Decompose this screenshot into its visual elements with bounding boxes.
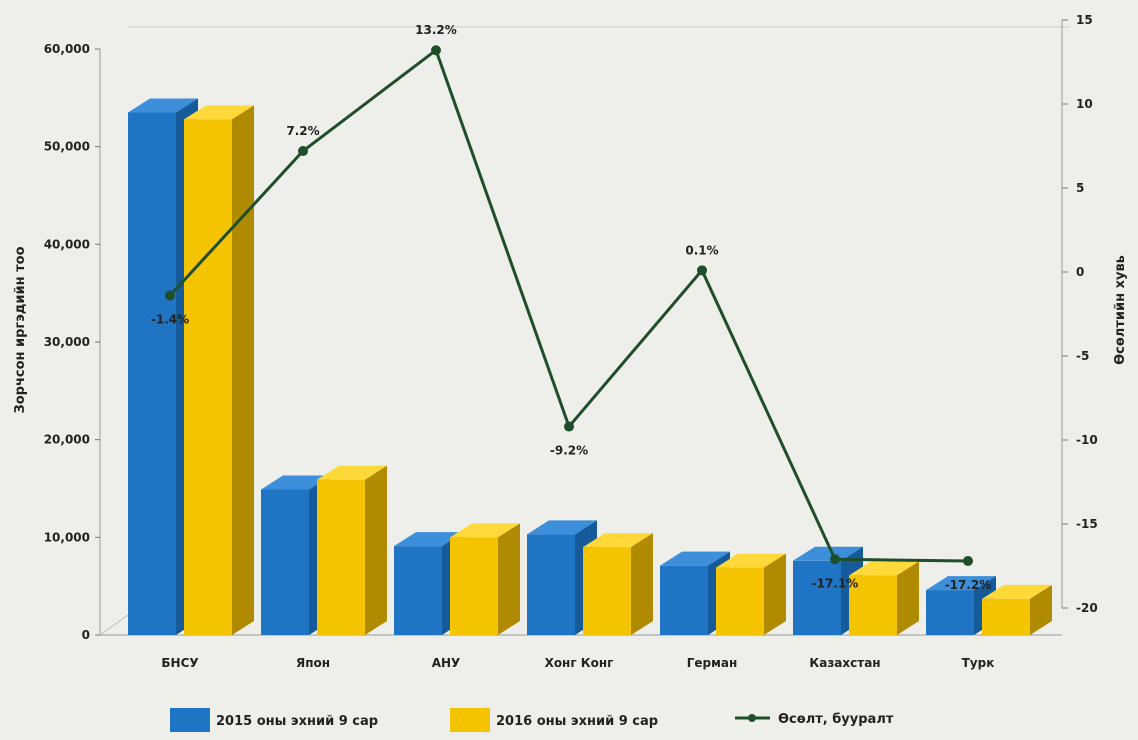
line-layer [165, 45, 973, 566]
bar-front-2015 [527, 534, 575, 635]
bar-side-2016 [232, 105, 254, 635]
growth-point [830, 554, 840, 565]
growth-point [697, 265, 707, 276]
labels-layer: БНСУ Япон АНУ Хонг Конг Герман Казахстан Турк -… [151, 23, 995, 670]
x-tick-label: АНУ [432, 656, 461, 670]
growth-data-label: -9.2% [550, 444, 588, 458]
growth-data-label: -17.1% [812, 576, 859, 590]
y-tick-label: 60,000 [44, 42, 90, 56]
y-tick-label: 30,000 [44, 335, 90, 349]
floor-edge-left [99, 614, 129, 636]
x-tick-label: БНСУ [161, 656, 198, 670]
bar-top-2016 [583, 533, 653, 548]
y-tick-label: 0 [82, 628, 90, 642]
bar-top-2016 [184, 105, 254, 120]
bar-side-2016 [498, 523, 520, 635]
y-tick-label: 20,000 [44, 433, 90, 447]
bar-top-2015 [527, 520, 597, 535]
y-right-tick-label: 10 [1076, 97, 1093, 111]
bar-top-2015 [394, 532, 464, 547]
growth-point [963, 555, 973, 566]
growth-point [298, 146, 308, 157]
y-right-tick-label: -15 [1076, 517, 1098, 531]
bar-top-2016 [849, 561, 919, 576]
legend-swatch-2015 [170, 708, 210, 732]
growth-point [165, 290, 175, 301]
bar-top-2015 [793, 546, 863, 561]
bar-top-2015 [128, 98, 198, 113]
legend-swatch-2016 [450, 708, 490, 732]
legend-line-marker [748, 714, 756, 722]
bar-front-2016 [583, 547, 631, 635]
legend-label-2016: 2016 оны эхний 9 сар [496, 714, 658, 729]
bar-top-2015 [926, 576, 996, 591]
y-right-tick-label: -10 [1076, 433, 1098, 447]
bar-front-2015 [793, 560, 841, 635]
growth-data-label: -1.4% [151, 313, 189, 327]
bar-top-2015 [261, 475, 331, 490]
bar-side-2016 [764, 553, 786, 635]
y-right-tick-label: -20 [1076, 601, 1098, 615]
y-tick-label: 50,000 [44, 140, 90, 154]
growth-data-label: 7.2% [286, 124, 319, 138]
legend: 2015 оны эхний 9 сар 2016 оны эхний 9 са… [170, 708, 894, 732]
bar-side-2016 [365, 465, 387, 635]
bars-layer [128, 98, 1052, 635]
y-axis-right-label: Өсөлтийн хувь [1113, 255, 1128, 365]
bar-side-2016 [1030, 584, 1052, 635]
y-axis-label: Зорчсон иргэдийн тоо [13, 246, 28, 413]
growth-data-label: 0.1% [685, 243, 718, 257]
bar-top-2016 [317, 465, 387, 480]
bar-top-2016 [716, 553, 786, 568]
y-right-tick-label: 0 [1076, 265, 1084, 279]
bar-front-2015 [394, 546, 442, 635]
y-tick-label: 10,000 [44, 530, 90, 544]
bar-front-2016 [716, 567, 764, 635]
x-tick-label: Хонг Конг [545, 656, 614, 670]
x-tick-label: Казахстан [809, 656, 880, 670]
bar-top-2016 [450, 523, 520, 538]
bar-top-2016 [982, 584, 1052, 599]
bar-front-2015 [128, 112, 176, 635]
y-right-tick-label: 15 [1076, 13, 1093, 27]
bar-front-2015 [261, 489, 309, 635]
bar-side-2016 [631, 533, 653, 635]
axes-layer: 0 10,000 20,000 30,000 40,000 50,000 60,000 -20… [44, 13, 1098, 642]
x-tick-label: Япон [296, 656, 330, 670]
growth-data-label: 13.2% [415, 23, 457, 37]
y-right-tick-label: -5 [1076, 349, 1089, 363]
growth-point [564, 421, 574, 432]
legend-label-2015: 2015 оны эхний 9 сар [216, 714, 378, 729]
bar-top-2015 [660, 551, 730, 566]
bar-front-2016 [184, 119, 232, 635]
bar-side-2016 [897, 561, 919, 635]
bar-front-2015 [926, 590, 974, 635]
y-tick-label: 40,000 [44, 237, 90, 251]
bar-front-2016 [317, 479, 365, 635]
x-tick-label: Герман [687, 656, 738, 670]
bar-front-2016 [450, 537, 498, 635]
bar-front-2015 [660, 565, 708, 635]
growth-data-label: -17.2% [945, 578, 992, 592]
growth-point [431, 45, 441, 56]
bar-front-2016 [849, 575, 897, 635]
legend-label-growth: Өсөлт, бууралт [778, 712, 894, 727]
y-right-tick-label: 5 [1076, 181, 1084, 195]
bar-front-2016 [982, 598, 1030, 635]
x-tick-label: Турк [962, 656, 995, 670]
